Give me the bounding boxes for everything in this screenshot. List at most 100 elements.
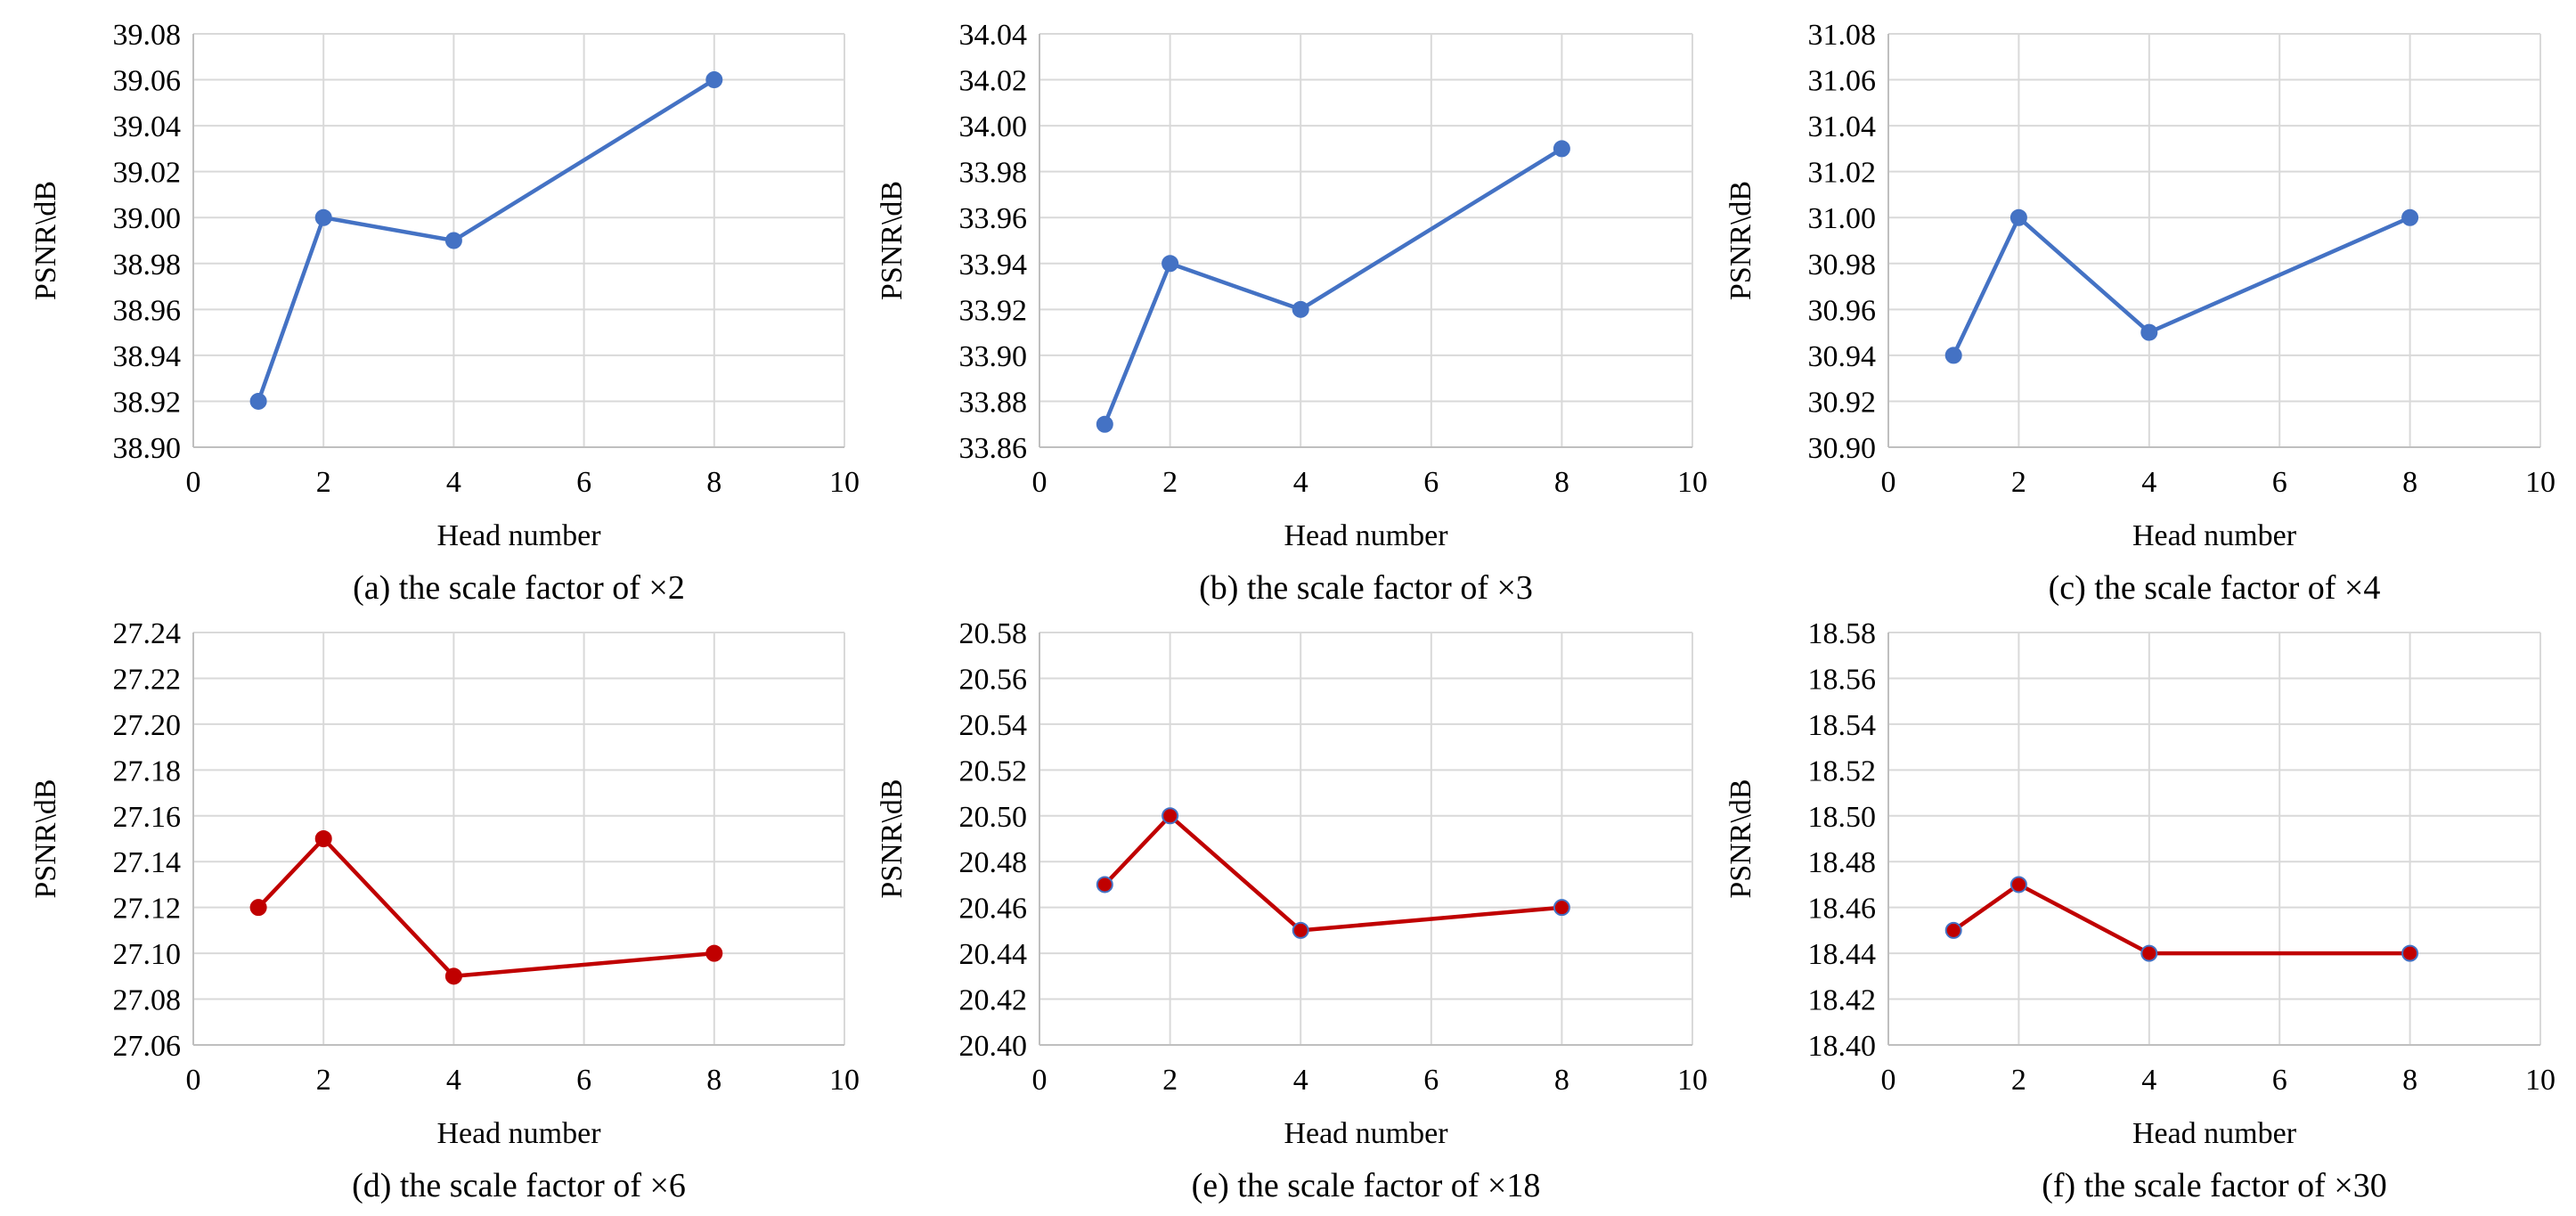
y-axis-title: PSNR\dB — [29, 779, 62, 898]
y-tick-label: 20.50 — [959, 801, 1028, 834]
x-axis-title: Head number — [1284, 519, 1448, 552]
y-tick-label: 38.96 — [113, 294, 182, 327]
x-tick-label: 2 — [2011, 1064, 2026, 1097]
y-tick-label: 33.94 — [959, 249, 1028, 282]
data-point — [249, 899, 267, 917]
data-point — [1292, 921, 1309, 939]
y-axis-title: PSNR\dB — [1724, 779, 1757, 898]
data-point — [249, 392, 267, 410]
y-tick-label: 20.46 — [959, 893, 1028, 926]
y-tick-label: 34.00 — [959, 110, 1028, 143]
x-tick-label: 10 — [829, 466, 860, 499]
x-tick-label: 4 — [2141, 1064, 2156, 1097]
x-tick-label: 10 — [2525, 1064, 2556, 1097]
x-tick-label: 10 — [1677, 1064, 1708, 1097]
y-tick-label: 18.56 — [1808, 663, 1877, 696]
panel-caption: (e) the scale factor of ×18 — [1192, 1167, 1541, 1204]
y-tick-label: 20.52 — [959, 755, 1028, 788]
x-tick-label: 2 — [316, 1064, 331, 1097]
y-tick-label: 27.24 — [113, 617, 182, 650]
x-tick-label: 8 — [706, 466, 721, 499]
y-tick-label: 18.50 — [1808, 801, 1877, 834]
data-point — [1553, 899, 1570, 917]
y-tick-label: 20.54 — [959, 709, 1028, 742]
data-point — [2140, 323, 2158, 341]
x-tick-label: 4 — [446, 466, 461, 499]
data-point — [1162, 807, 1179, 825]
y-tick-label: 31.08 — [1808, 19, 1877, 52]
panel-caption: (b) the scale factor of ×3 — [1199, 569, 1533, 607]
y-tick-label: 33.90 — [959, 340, 1028, 373]
data-point — [1553, 140, 1570, 158]
x-tick-label: 8 — [2402, 466, 2417, 499]
y-tick-label: 20.48 — [959, 846, 1028, 879]
y-tick-label: 33.88 — [959, 386, 1028, 419]
y-tick-label: 20.44 — [959, 938, 1028, 971]
y-tick-label: 30.96 — [1808, 294, 1877, 327]
x-tick-label: 6 — [576, 466, 591, 499]
x-tick-label: 6 — [2272, 1064, 2287, 1097]
x-tick-label: 10 — [2525, 466, 2556, 499]
y-tick-label: 38.94 — [113, 340, 182, 373]
y-tick-label: 33.96 — [959, 202, 1028, 235]
y-tick-label: 27.20 — [113, 709, 182, 742]
y-tick-label: 30.92 — [1808, 386, 1877, 419]
x-axis-title: Head number — [436, 1117, 601, 1150]
x-tick-label: 10 — [1677, 466, 1708, 499]
y-tick-label: 27.06 — [113, 1030, 182, 1063]
y-tick-label: 30.94 — [1808, 340, 1877, 373]
y-tick-label: 31.02 — [1808, 157, 1877, 190]
chart-panel-2: 33.86 33.88 33.90 33.92 33.94 33.96 33.98 34.00… — [876, 19, 1708, 607]
data-point — [2401, 944, 2419, 962]
data-point — [314, 208, 332, 226]
x-tick-label: 8 — [706, 1064, 721, 1097]
y-tick-label: 20.40 — [959, 1030, 1028, 1063]
y-tick-label: 18.52 — [1808, 755, 1877, 788]
series-line — [256, 837, 717, 979]
x-tick-label: 6 — [1423, 466, 1439, 499]
y-tick-label: 38.98 — [113, 249, 182, 282]
data-point — [2401, 208, 2419, 226]
y-tick-label: 18.42 — [1808, 984, 1877, 1017]
data-point — [2009, 876, 2027, 894]
x-axis-title: Head number — [1284, 1117, 1448, 1150]
x-tick-label: 0 — [186, 1064, 201, 1097]
y-axis-title: PSNR\dB — [1724, 181, 1757, 300]
series-line — [256, 78, 717, 404]
x-tick-label: 4 — [446, 1064, 461, 1097]
data-point — [314, 830, 332, 847]
data-point — [444, 232, 462, 249]
y-axis-title: PSNR\dB — [876, 779, 909, 898]
y-tick-label: 27.08 — [113, 984, 182, 1017]
data-point — [705, 71, 723, 89]
y-tick-label: 18.44 — [1808, 938, 1877, 971]
y-tick-label: 33.86 — [959, 432, 1028, 465]
panel-caption: (d) the scale factor of ×6 — [352, 1167, 686, 1204]
data-point — [2140, 944, 2158, 962]
x-axis-title: Head number — [436, 519, 601, 552]
series-line — [1951, 882, 2412, 956]
y-tick-label: 38.92 — [113, 386, 182, 419]
y-tick-label: 27.18 — [113, 755, 182, 788]
series-line — [1103, 813, 1564, 933]
x-tick-label: 6 — [2272, 466, 2287, 499]
y-tick-label: 39.02 — [113, 157, 182, 190]
y-tick-label: 33.98 — [959, 157, 1028, 190]
x-tick-label: 2 — [1162, 1064, 1178, 1097]
y-tick-label: 20.58 — [959, 617, 1028, 650]
y-tick-label: 34.02 — [959, 65, 1028, 98]
x-tick-label: 2 — [2011, 466, 2026, 499]
y-tick-label: 39.04 — [113, 110, 182, 143]
chart-panel-4: 27.06 27.08 27.10 27.12 27.14 27.16 27.18 27.20… — [29, 617, 860, 1204]
y-tick-label: 27.10 — [113, 938, 182, 971]
y-tick-label: 27.16 — [113, 801, 182, 834]
y-tick-label: 27.12 — [113, 893, 182, 926]
x-tick-label: 0 — [186, 466, 201, 499]
x-tick-label: 4 — [2141, 466, 2156, 499]
data-point — [1292, 300, 1309, 318]
panel-caption: (c) the scale factor of ×4 — [2049, 569, 2381, 607]
y-tick-label: 31.00 — [1808, 202, 1877, 235]
x-tick-label: 0 — [1881, 1064, 1896, 1097]
y-tick-label: 31.06 — [1808, 65, 1877, 98]
